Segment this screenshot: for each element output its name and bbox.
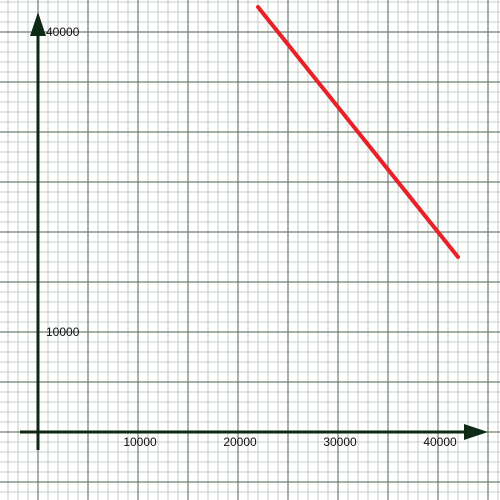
x-axis-arrow (464, 424, 488, 440)
y-tick-labels: 10000 40000 (46, 25, 80, 339)
y-axis-arrow (30, 12, 46, 36)
x-tick-label: 40000 (423, 435, 457, 449)
axes (20, 12, 488, 450)
y-tick-label: 10000 (46, 325, 80, 339)
x-tick-labels: 10000 20000 30000 40000 (123, 435, 457, 449)
series-line (256, 5, 460, 259)
x-tick-label: 10000 (123, 435, 157, 449)
y-tick-label: 40000 (46, 25, 80, 39)
x-tick-label: 20000 (223, 435, 257, 449)
x-tick-label: 30000 (323, 435, 357, 449)
series-layer (256, 5, 460, 259)
